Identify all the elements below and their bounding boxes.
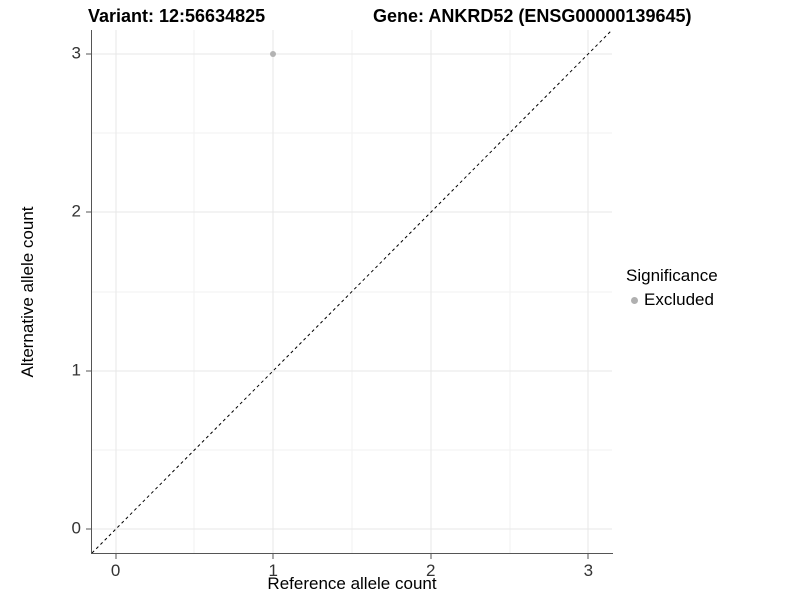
y-axis-title: Alternative allele count xyxy=(18,206,37,378)
y-axis-ticks: 0 1 2 3 xyxy=(0,30,91,553)
legend-title: Significance xyxy=(626,266,718,285)
plot-panel xyxy=(92,30,612,553)
x-tick-label: 2 xyxy=(426,561,436,580)
x-tick-mark xyxy=(587,554,589,559)
x-tick-mark xyxy=(115,554,117,559)
x-axis-ticks: 0 1 2 3 xyxy=(92,554,612,584)
gridline-major-horizontal xyxy=(92,528,612,530)
y-tick-label: 3 xyxy=(71,43,81,63)
gridline-major-horizontal xyxy=(92,370,612,372)
y-tick-mark xyxy=(86,528,91,530)
legend-point-icon xyxy=(631,296,638,304)
gridline-major-horizontal xyxy=(92,211,612,213)
y-tick-mark xyxy=(86,370,91,372)
gridline-major-horizontal xyxy=(92,53,612,55)
gridline-major-vertical xyxy=(587,30,589,553)
legend-entry-label: Excluded xyxy=(644,290,714,309)
legend: Significance Excluded xyxy=(626,266,718,310)
gridline-major-vertical xyxy=(272,30,274,553)
x-tick-label: 1 xyxy=(268,561,278,580)
data-point xyxy=(270,50,277,57)
y-axis-line xyxy=(91,30,92,554)
legend-entry-excluded: Excluded xyxy=(626,290,718,310)
plot-title-gene: Gene: ANKRD52 (ENSG00000139645) xyxy=(373,6,692,26)
x-tick-mark xyxy=(272,554,274,559)
y-tick-label: 0 xyxy=(71,518,81,538)
y-tick-label: 2 xyxy=(71,201,81,221)
x-tick-label: 0 xyxy=(110,561,121,580)
x-axis-line xyxy=(91,553,613,554)
identity-dashed-line xyxy=(92,30,612,553)
x-tick-mark xyxy=(430,554,432,559)
gridline-major-vertical xyxy=(115,30,117,553)
plot-title-variant: Variant: 12:56634825 xyxy=(88,6,266,26)
y-tick-mark xyxy=(86,53,91,55)
x-axis-title: Reference allele count xyxy=(267,574,437,593)
gridline-minor-horizontal xyxy=(92,132,612,134)
y-tick-mark xyxy=(86,211,91,213)
x-tick-label: 3 xyxy=(583,561,594,580)
gridline-major-vertical xyxy=(430,30,432,553)
y-tick-label: 1 xyxy=(71,360,81,380)
gridline-minor-horizontal xyxy=(92,449,612,451)
